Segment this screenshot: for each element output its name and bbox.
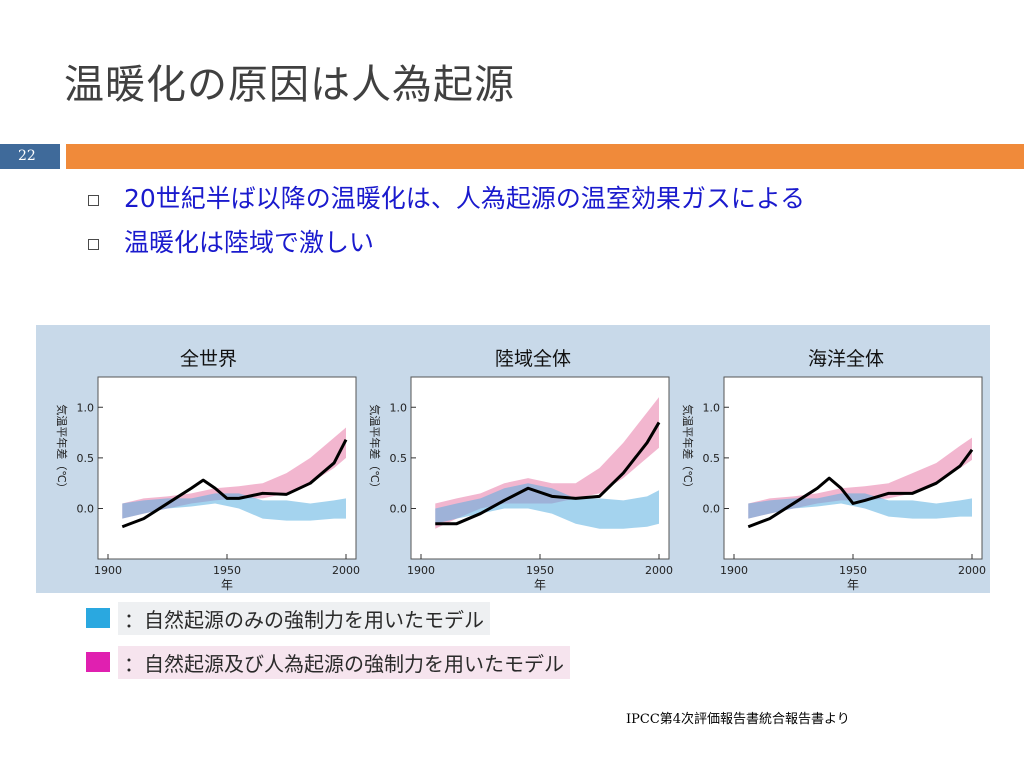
y-tick-label: 1.0 xyxy=(77,401,95,414)
y-axis-label: 気温平年差（℃） xyxy=(55,404,69,493)
x-tick-label: 1900 xyxy=(407,564,435,577)
square-bullet-icon xyxy=(88,239,99,250)
x-tick-label: 1950 xyxy=(839,564,867,577)
natural-forcing-band xyxy=(122,493,346,521)
x-tick-label: 1950 xyxy=(213,564,241,577)
legend-label-combined: ：自然起源及び人為起源の強制力を用いたモデル xyxy=(118,645,570,679)
source-citation: IPCC第4次評価報告書統合報告書より xyxy=(626,712,850,727)
page-number: 22 xyxy=(0,144,60,169)
x-axis-label: 年 xyxy=(847,578,859,592)
chart-2: 陸域全体 0.0 0.5 1.0 1900 1950 2000 年 気温平年差（℃） xyxy=(368,348,673,592)
header-divider-bar xyxy=(66,144,1024,169)
square-bullet-icon xyxy=(88,195,99,206)
y-tick-label: 0.5 xyxy=(77,452,95,465)
observed-line xyxy=(435,421,661,526)
legend-swatch-combined xyxy=(86,652,110,672)
x-axis-label: 年 xyxy=(221,578,233,592)
y-axis-label: 気温平年差（℃） xyxy=(368,404,382,493)
x-tick-label: 2000 xyxy=(958,564,986,577)
legend-label-natural: ：自然起源のみの強制力を用いたモデル xyxy=(118,601,490,635)
chart-1: 全世界 0.0 0.5 1.0 1900 1950 2000 年 気温平年差（℃） xyxy=(55,348,360,592)
observed-line xyxy=(747,448,974,529)
observed-line xyxy=(121,438,348,529)
x-tick-label: 2000 xyxy=(332,564,360,577)
y-tick-label: 1.0 xyxy=(703,401,721,414)
chart-title: 海洋全体 xyxy=(808,348,884,370)
temperature-charts: 全世界 0.0 0.5 1.0 1900 1950 2000 年 気温平年差（℃） 陸域全体 0.0… xyxy=(55,348,986,592)
legend-swatch-natural xyxy=(86,608,110,628)
x-tick-label: 1900 xyxy=(94,564,122,577)
bullet-text: 温暖化は陸域で激しい xyxy=(124,228,375,257)
chart-title: 全世界 xyxy=(180,348,237,370)
x-tick-label: 1950 xyxy=(526,564,554,577)
y-tick-label: 0.5 xyxy=(703,452,721,465)
y-axis-label: 気温平年差（℃） xyxy=(681,404,695,493)
chart-title: 陸域全体 xyxy=(495,348,571,370)
y-tick-label: 0.0 xyxy=(703,503,721,516)
natural-forcing-band xyxy=(748,493,972,519)
legend: ：自然起源のみの強制力を用いたモデル ：自然起源及び人為起源の強制力を用いたモデ… xyxy=(86,600,646,680)
x-tick-label: 2000 xyxy=(645,564,673,577)
bullet-list: 20世紀半ば以降の温暖化は、人為起源の温室効果ガスによる 温暖化は陸域で激しい xyxy=(86,182,966,270)
x-axis-label: 年 xyxy=(534,578,546,592)
bullet-item: 温暖化は陸域で激しい xyxy=(86,226,966,260)
y-tick-label: 0.0 xyxy=(390,503,408,516)
y-tick-label: 0.5 xyxy=(390,452,408,465)
legend-item-combined: ：自然起源及び人為起源の強制力を用いたモデル xyxy=(86,645,570,679)
y-tick-label: 1.0 xyxy=(390,401,408,414)
chart-3: 海洋全体 0.0 0.5 1.0 1900 1950 2000 年 気温平年差（℃） xyxy=(681,348,986,592)
y-tick-label: 0.0 xyxy=(77,503,95,516)
natural-forcing-band xyxy=(435,483,659,529)
x-tick-label: 1900 xyxy=(720,564,748,577)
bullet-item: 20世紀半ば以降の温暖化は、人為起源の温室効果ガスによる xyxy=(86,182,966,216)
legend-item-natural: ：自然起源のみの強制力を用いたモデル xyxy=(86,601,490,635)
bullet-text: 20世紀半ば以降の温暖化は、人為起源の温室効果ガスによる xyxy=(124,184,806,213)
slide-title: 温暖化の原因は人為起源 xyxy=(64,62,515,108)
